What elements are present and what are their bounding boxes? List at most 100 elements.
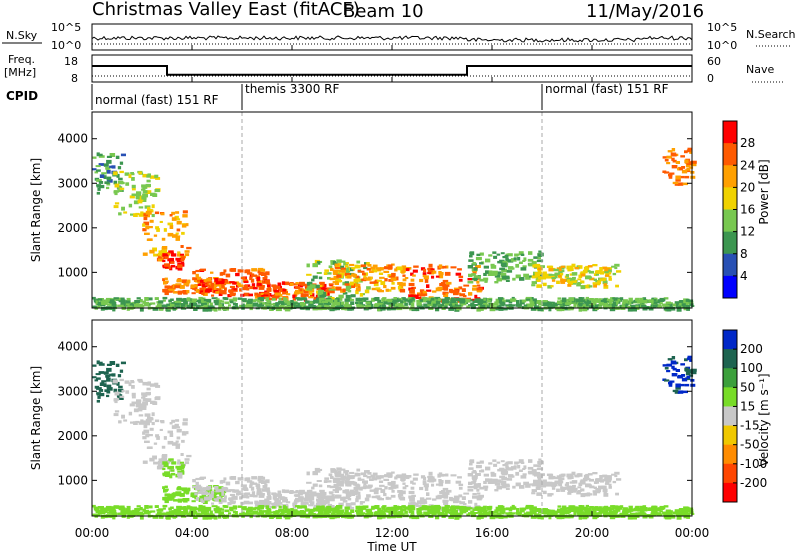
- power-cell: [92, 168, 97, 171]
- velocity-cell: [391, 506, 397, 510]
- velocity-cell: [230, 508, 234, 512]
- power-cell: [245, 269, 251, 273]
- velocity-cell: [184, 461, 190, 465]
- velocity-cell: [95, 507, 100, 511]
- velocity-cell: [472, 478, 477, 481]
- velocity-cell: [345, 496, 351, 500]
- power-cell: [479, 262, 483, 265]
- power-cell: [319, 300, 323, 304]
- velocity-cell: [556, 488, 560, 492]
- power-cell: [308, 296, 314, 299]
- power-cell: [549, 275, 555, 278]
- power-cell: [137, 199, 143, 204]
- power-cell: [163, 304, 169, 308]
- velocity-cell: [176, 428, 182, 433]
- power-cell: [106, 182, 111, 186]
- power-cell: [146, 238, 153, 241]
- velocity-cell: [401, 473, 407, 477]
- power-cell: [608, 269, 612, 273]
- velocity-cell: [103, 371, 109, 375]
- power-cell: [125, 302, 131, 306]
- power-cell: [379, 267, 384, 271]
- velocity-cell: [114, 410, 120, 413]
- velocity-cell: [328, 473, 333, 477]
- power-cell: [316, 287, 321, 291]
- velocity-cell: [127, 513, 133, 518]
- velocity-cell: [399, 490, 406, 495]
- velocity-cell: [686, 375, 691, 379]
- power-cell: [608, 305, 612, 309]
- velocity-cell: [383, 493, 387, 497]
- velocity-cell: [675, 386, 681, 390]
- velocity-cell: [371, 495, 377, 499]
- power-cell: [588, 270, 594, 274]
- velocity-cell: [690, 383, 696, 387]
- power-cell: [499, 259, 505, 264]
- velocity-cell: [576, 506, 582, 511]
- power-cell: [553, 268, 559, 272]
- colorbar-swatch: [723, 387, 737, 407]
- power-cell: [192, 302, 198, 306]
- power-cell: [674, 303, 679, 307]
- power-cell: [380, 307, 386, 311]
- power-cell: [377, 302, 383, 306]
- velocity-cell: [210, 490, 215, 495]
- velocity-heatmap: [92, 355, 697, 520]
- colorbar-frame: [722, 329, 738, 503]
- velocity-cell: [206, 506, 212, 510]
- velocity-cell: [602, 506, 607, 509]
- power-cell: [181, 261, 185, 266]
- velocity-cell: [592, 509, 597, 513]
- power-cell: [671, 148, 676, 152]
- power-cell: [615, 284, 619, 288]
- velocity-cell: [161, 445, 166, 449]
- velocity-cell: [355, 483, 360, 487]
- power-cell: [266, 289, 271, 292]
- power-cell: [381, 298, 386, 302]
- power-cell: [183, 281, 188, 285]
- power-cell: [569, 267, 574, 271]
- power-cell: [500, 299, 506, 303]
- velocity-cell: [177, 500, 183, 503]
- power-cell: [639, 297, 644, 302]
- power-cell: [254, 292, 259, 297]
- power-cell: [545, 274, 552, 279]
- velocity-cell: [681, 377, 688, 382]
- velocity-cell: [471, 513, 476, 518]
- velocity-cell: [534, 513, 539, 517]
- power-cell: [311, 278, 315, 282]
- power-cell: [444, 297, 450, 300]
- power-cell: [117, 180, 124, 185]
- power-cell: [663, 304, 670, 308]
- velocity-cell: [355, 509, 359, 512]
- velocity-cell: [314, 492, 320, 497]
- velocity-cell: [586, 511, 592, 515]
- power-cell: [257, 269, 261, 274]
- power-cell: [677, 182, 684, 186]
- velocity-cell: [520, 475, 527, 479]
- velocity-cell: [195, 484, 202, 488]
- power-cell: [407, 300, 411, 303]
- velocity-cell: [161, 457, 168, 462]
- power-cell: [404, 277, 409, 280]
- power-cell: [409, 298, 413, 303]
- power-cell: [620, 307, 626, 310]
- power-cell: [459, 301, 465, 304]
- power-cell: [345, 262, 349, 265]
- power-cell: [176, 235, 181, 238]
- power-cell: [520, 267, 527, 271]
- velocity-cell: [266, 497, 271, 500]
- velocity-cell: [510, 512, 516, 515]
- velocity-cell: [156, 511, 162, 516]
- power-cell: [160, 212, 165, 216]
- velocity-cell: [412, 477, 418, 481]
- velocity-cell: [568, 505, 575, 510]
- velocity-cell: [257, 475, 264, 479]
- power-cell: [517, 256, 521, 261]
- power-cell: [468, 292, 473, 296]
- velocity-cell: [392, 509, 398, 514]
- power-cell: [556, 280, 560, 284]
- velocity-cell: [327, 485, 331, 488]
- velocity-cell: [582, 515, 588, 520]
- power-cell: [536, 284, 542, 288]
